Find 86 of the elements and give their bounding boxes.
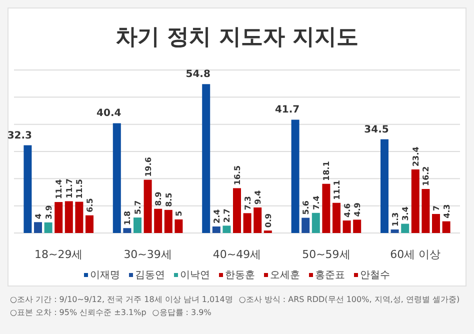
data-label: 4.9	[353, 202, 362, 217]
bar	[243, 213, 252, 233]
text: ○조사 방식 : ARS RDD(무선 100%, 지역,성, 연령별 셀가중)	[238, 295, 460, 304]
data-label: 0.9	[264, 212, 273, 228]
data-label: 4	[34, 213, 43, 220]
text: ○응답률 : 3.9%	[152, 308, 212, 317]
data-label: 5.6	[302, 200, 311, 215]
data-label: 9.4	[254, 190, 263, 204]
bar	[222, 226, 231, 233]
data-label: 4.6	[342, 202, 352, 218]
bar	[432, 214, 440, 233]
legend-label: 오세훈	[270, 270, 300, 281]
legend-label: 이낙연	[180, 270, 210, 281]
data-label: 7	[432, 205, 441, 211]
bar	[422, 188, 430, 233]
bar	[322, 184, 330, 233]
legend-label: 안철수	[360, 270, 390, 281]
bar	[342, 220, 351, 233]
x-tick-label: 40~49세	[212, 248, 262, 261]
legend-label: 홍준표	[315, 270, 345, 281]
bar	[34, 222, 42, 233]
data-label: 2.4	[212, 208, 222, 224]
data-label: 11.5	[75, 178, 84, 199]
data-label: 5	[174, 210, 184, 216]
bar	[233, 188, 241, 233]
data-label: 8.9	[154, 191, 164, 206]
bar	[64, 201, 73, 233]
bar	[174, 219, 183, 233]
data-label: 6.5	[86, 198, 94, 212]
bar	[332, 202, 340, 233]
x-tick-label: 30~39세	[124, 248, 172, 261]
data-label: 41.7	[274, 104, 300, 116]
bar	[291, 120, 300, 233]
data-label: 4.3	[442, 204, 452, 218]
bar	[123, 228, 132, 233]
data-label: 23.4	[411, 146, 420, 166]
bar	[390, 229, 399, 233]
x-tick-label: 60세 이상	[390, 248, 441, 261]
data-label: 18.1	[322, 160, 332, 181]
data-label: 16.5	[233, 165, 242, 186]
bar	[380, 139, 388, 233]
data-label: 3.9	[44, 204, 54, 220]
bar	[24, 145, 32, 233]
bar	[212, 226, 220, 233]
data-label: 40.4	[96, 108, 122, 120]
chart-title: 차기 정치 지도자 지지도	[116, 25, 358, 50]
data-label: 1.3	[390, 212, 400, 226]
data-label: 11.7	[64, 178, 74, 198]
bar	[411, 169, 420, 233]
data-label: 8.5	[164, 192, 174, 207]
x-tick-label: 18~29세	[34, 248, 83, 261]
legend-label: 이재명	[90, 270, 120, 281]
bar	[254, 207, 262, 233]
data-label: 7.4	[312, 195, 321, 210]
data-label: 3.4	[401, 206, 410, 221]
bar	[75, 202, 84, 233]
data-label: 7.3	[243, 196, 252, 210]
data-label: 1.8	[123, 210, 132, 226]
x-tick-label: 50~59세	[302, 248, 350, 261]
bar	[144, 180, 152, 233]
bar	[134, 218, 142, 233]
bar	[302, 218, 310, 233]
data-label: 32.3	[7, 130, 32, 142]
bar	[312, 212, 320, 233]
bar	[44, 222, 52, 233]
data-label: 34.5	[364, 124, 389, 136]
bar	[442, 221, 450, 233]
legend-label: 김동연	[135, 270, 165, 281]
bar	[353, 220, 362, 233]
text: ○조사 기간 : 9/10~9/12, 전국 거주 18세 이상 남녀 1,014명	[10, 295, 233, 304]
data-label: 19.6	[144, 156, 153, 177]
bar	[154, 208, 162, 233]
bar	[164, 210, 172, 233]
data-label: 54.8	[186, 69, 210, 80]
bar	[54, 202, 63, 233]
bar	[112, 123, 121, 233]
data-label: 5.7	[134, 200, 142, 215]
bar	[401, 224, 410, 233]
bar	[202, 84, 210, 233]
text: ○표본 오차 : 95% 신뢰수준 ±3.1%p	[10, 308, 146, 317]
data-label: 16.2	[422, 166, 431, 186]
data-label: 2.7	[222, 208, 232, 223]
data-label: 11.1	[332, 180, 342, 200]
bar	[86, 215, 94, 233]
legend-label: 한동훈	[225, 270, 255, 281]
data-label: 11.4	[54, 178, 64, 200]
